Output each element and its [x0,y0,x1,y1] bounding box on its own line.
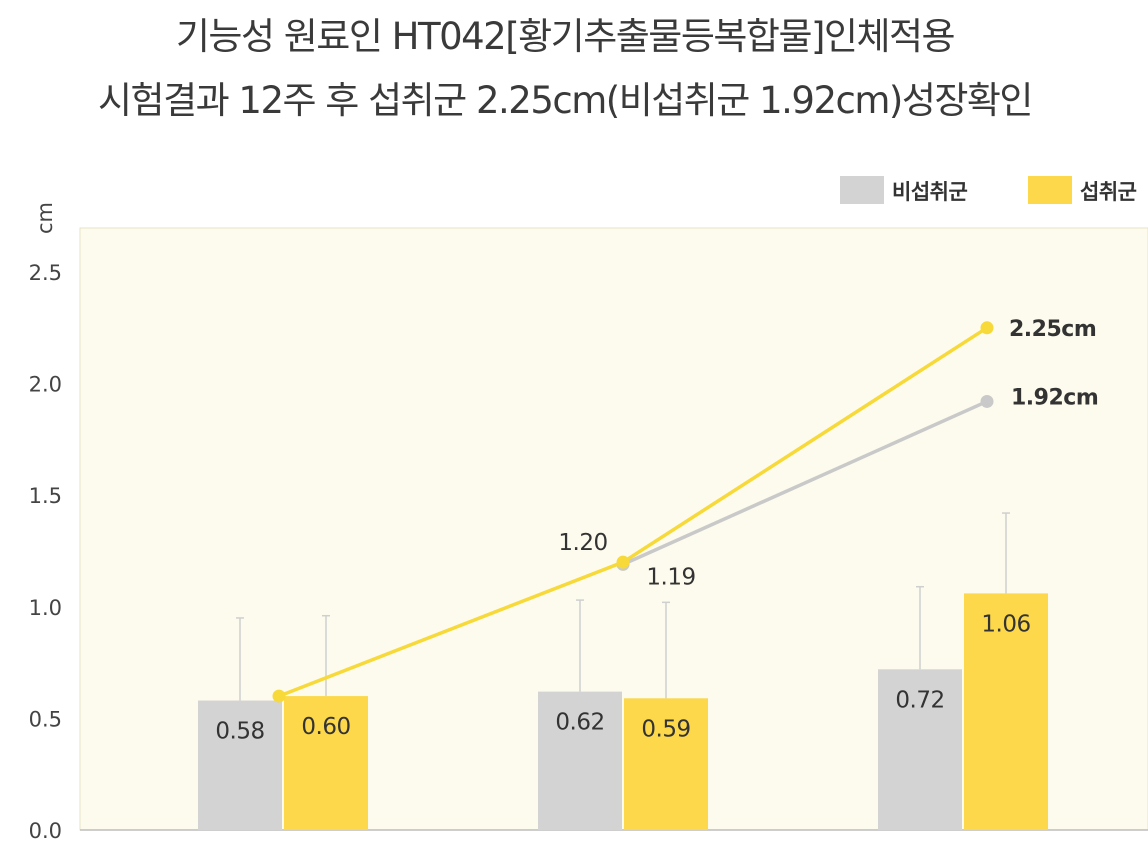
line-non-intake [622,399,988,566]
y-tick-label: 2.5 [29,261,62,285]
bar-value-label: 0.60 [301,714,350,740]
bar-value-label: 0.62 [555,710,604,736]
y-tick-label: 2.0 [29,373,62,397]
bar-intake [964,593,1048,830]
bar-intake [284,696,368,830]
legend-swatch [840,176,884,204]
y-axis-label: cm [33,202,57,234]
chart-title-line-1: 기능성 원료인 HT042[황기추출물등복합물]인체적용 [175,15,956,58]
legend-label: 섭취군 [1080,180,1137,204]
bar-non-intake [198,700,282,830]
chart-title-line-2: 시험결과 12주 후 섭취군 2.25cm(비섭취군 1.92cm)성장확인 [98,79,1033,122]
bar-non-intake [538,691,622,830]
line-point [272,689,286,703]
line-value-label: 1.92cm [1011,385,1098,410]
bar-value-label: 1.06 [981,611,1030,637]
bar-value-label: 0.72 [895,687,944,713]
legend-label: 비섭취군 [892,180,967,204]
y-tick-label: 1.5 [29,484,62,508]
line-point [980,321,994,335]
y-tick-label: 1.0 [29,596,62,620]
bar-value-label: 0.59 [641,716,690,742]
line-point [980,394,994,408]
y-tick-label: 0.0 [29,819,62,842]
bar-intake [624,698,708,830]
line-value-label: 1.20 [558,530,607,556]
bar-value-label: 0.58 [215,719,264,745]
line-point [616,555,630,569]
line-value-label: 1.19 [646,564,695,590]
bar-non-intake [878,669,962,830]
y-tick-label: 0.5 [29,707,62,731]
line-value-label: 2.25cm [1009,317,1096,342]
legend-swatch [1028,176,1072,204]
